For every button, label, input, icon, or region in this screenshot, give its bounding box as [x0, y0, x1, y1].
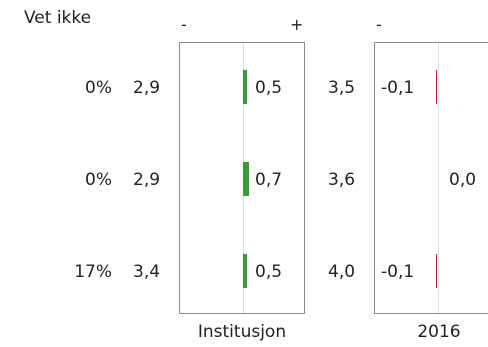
score-b-value: 4,0: [328, 262, 356, 282]
panel-institusjon-title: Institusjon: [197, 322, 287, 342]
score-b-value: 3,6: [328, 170, 356, 190]
value-label-2016-1: -0,1: [381, 78, 415, 98]
score-a-value: 2,9: [133, 170, 161, 190]
bar-institusjon-3: [243, 254, 247, 288]
bar-institusjon-2: [243, 162, 249, 196]
value-label-2016-2: 0,0: [449, 170, 477, 190]
dont-know-value: 0%: [85, 78, 112, 98]
score-a-value: 2,9: [133, 78, 161, 98]
dont-know-value: 17%: [74, 262, 112, 282]
panel-institusjon-minus-label: -: [181, 15, 187, 34]
score-b-value: 3,5: [328, 78, 356, 98]
dont-know-header: Vet ikke: [24, 8, 92, 28]
panel-institusjon-plus-label: +: [290, 15, 304, 34]
bar-2016-3: [436, 254, 437, 288]
value-label-institusjon-1: 0,5: [255, 78, 283, 98]
panel-2016: [374, 42, 488, 314]
panel-2016-minus-label: -: [376, 15, 382, 34]
panel-2016-title: 2016: [417, 322, 461, 342]
panel-institusjon: [179, 42, 305, 314]
bar-2016-1: [436, 70, 437, 104]
bar-institusjon-1: [243, 70, 247, 104]
zero-line: [438, 43, 439, 313]
score-a-value: 3,4: [133, 262, 161, 282]
value-label-institusjon-3: 0,5: [255, 262, 283, 282]
value-label-2016-3: -0,1: [381, 262, 415, 282]
value-label-institusjon-2: 0,7: [255, 170, 283, 190]
dont-know-value: 0%: [85, 170, 112, 190]
